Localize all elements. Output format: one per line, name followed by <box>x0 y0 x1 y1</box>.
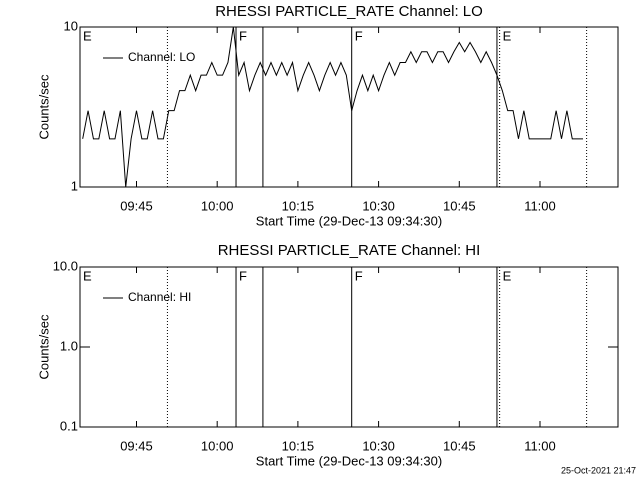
x-tick-label: 10:00 <box>201 438 234 453</box>
y-tick-label: 10 <box>64 18 78 33</box>
y-tick-label: 1.0 <box>60 338 78 353</box>
event-flag: E <box>83 28 92 43</box>
y-tick-label: 1 <box>71 178 78 193</box>
x-tick-label: 10:45 <box>443 198 476 213</box>
event-flag: F <box>355 28 363 43</box>
x-tick-label: 10:30 <box>362 198 395 213</box>
y-axis-label: Counts/sec <box>36 74 51 140</box>
x-tick-label: 10:15 <box>282 438 315 453</box>
plot-frame <box>79 26 619 188</box>
data-line <box>82 26 584 188</box>
x-tick-label: 10:15 <box>282 198 315 213</box>
x-tick-label: 10:45 <box>443 438 476 453</box>
event-flag: E <box>503 268 512 283</box>
event-flag: E <box>83 268 92 283</box>
legend-label: Channel: HI <box>128 290 191 304</box>
y-tick-label: 10.0 <box>53 258 78 273</box>
event-flag: F <box>239 268 247 283</box>
x-axis-label: Start Time (29-Dec-13 09:34:30) <box>256 213 442 228</box>
x-tick-label: 10:30 <box>362 438 395 453</box>
y-tick-label: 0.1 <box>60 418 78 433</box>
event-flag: F <box>239 28 247 43</box>
chart-title: RHESSI PARTICLE_RATE Channel: LO <box>215 3 483 20</box>
x-tick-label: 10:00 <box>201 198 234 213</box>
x-tick-label: 09:45 <box>120 198 153 213</box>
x-tick-label: 11:00 <box>524 438 556 453</box>
x-tick-label: 11:00 <box>524 198 556 213</box>
event-flag: E <box>503 28 512 43</box>
x-tick-label: 09:45 <box>120 438 153 453</box>
legend-label: Channel: LO <box>128 50 195 64</box>
chart-title: RHESSI PARTICLE_RATE Channel: HI <box>218 242 481 259</box>
timestamp: 25-Oct-2021 21:47 <box>561 465 636 475</box>
event-flag: F <box>355 268 363 283</box>
y-axis-label: Counts/sec <box>36 314 51 380</box>
x-axis-label: Start Time (29-Dec-13 09:34:30) <box>256 453 442 468</box>
